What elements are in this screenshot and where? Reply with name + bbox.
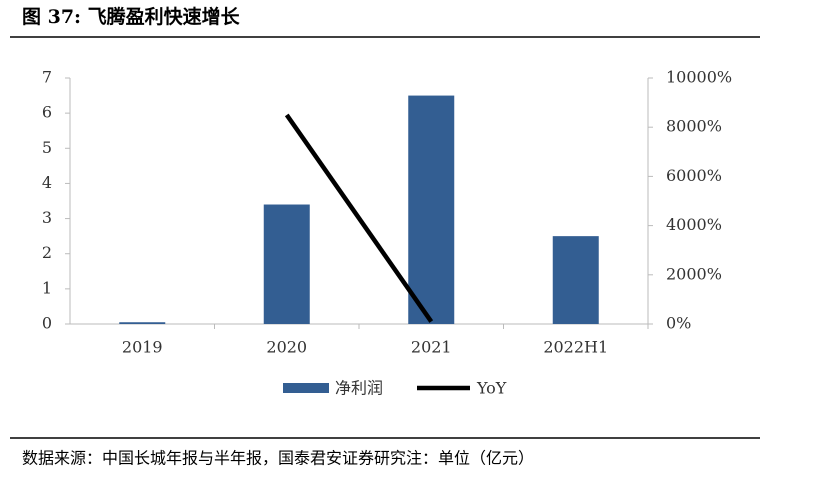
y-tick-label: 6: [42, 103, 52, 122]
y2-tick-label: 4000%: [666, 215, 722, 234]
bar: [408, 95, 455, 324]
x-tick-label: 2019: [122, 338, 163, 357]
source-note: 数据来源：中国长城年报与半年报，国泰君安证券研究注：单位（亿元）: [22, 449, 534, 468]
y-tick-label: 7: [42, 68, 52, 87]
bar: [263, 204, 310, 324]
y2-tick-label: 0%: [666, 314, 691, 333]
bar: [119, 322, 166, 324]
y2-tick-label: 10000%: [666, 68, 732, 87]
y2-tick-label: 2000%: [666, 264, 722, 283]
x-tick-label: 2021: [411, 338, 452, 357]
bar: [552, 236, 599, 324]
y-tick-label: 4: [42, 173, 52, 192]
legend-label: YoY: [476, 379, 507, 398]
x-tick-label: 2022H1: [543, 338, 608, 357]
legend-label: 净利润: [335, 379, 383, 398]
y-tick-label: 0: [42, 314, 52, 333]
y-tick-label: 3: [42, 208, 52, 227]
legend-swatch: [283, 383, 329, 393]
y2-tick-label: 8000%: [666, 117, 722, 136]
y-tick-label: 2: [42, 243, 52, 262]
line: [284, 113, 434, 323]
y-tick-label: 5: [42, 138, 52, 157]
y-tick-label: 1: [42, 278, 52, 297]
chart-title: 图 37: 飞腾盈利快速增长: [22, 5, 241, 28]
x-tick-label: 2020: [266, 338, 307, 357]
y2-tick-label: 6000%: [666, 166, 722, 185]
